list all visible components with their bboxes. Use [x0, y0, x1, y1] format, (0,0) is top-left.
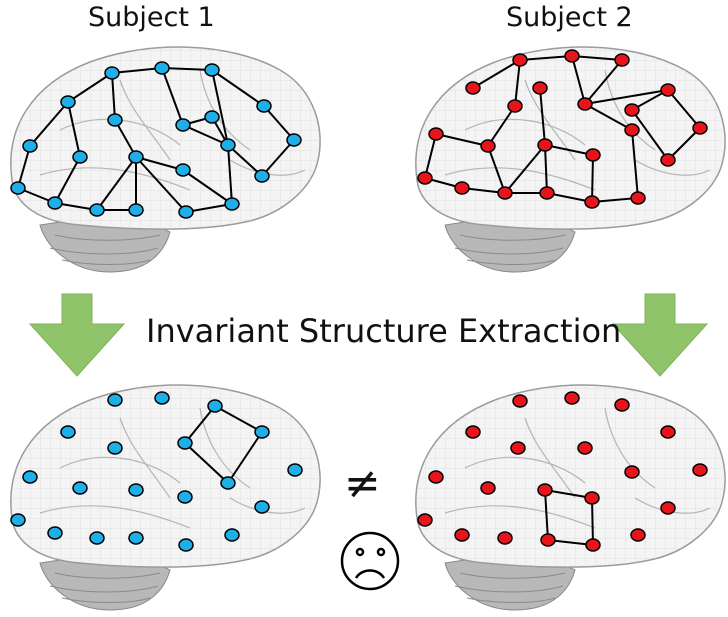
- brain-subject2-bottom: [415, 384, 726, 611]
- network-nodes-subject1: [10, 61, 302, 219]
- extraction-caption: Invariant Structure Extraction: [146, 312, 622, 350]
- nodes-subject1-bottom: [10, 391, 303, 552]
- subject1-label: Subject 1: [88, 2, 215, 33]
- subject2-label: Subject 2: [506, 2, 633, 33]
- invariant-edges-subject1: [184, 405, 263, 484]
- network-nodes-subject2: [417, 49, 708, 209]
- nodes-subject2-bottom: [417, 391, 708, 552]
- brain-subject1-bottom: [10, 384, 321, 611]
- brain-subject1-top: [10, 46, 321, 273]
- sad-face-icon: [340, 531, 400, 591]
- not-equal-sign: ≠: [344, 458, 381, 509]
- down-arrow-icon: [29, 293, 125, 377]
- down-arrow-icon: [612, 293, 708, 377]
- brain-subject2-top: [415, 46, 726, 273]
